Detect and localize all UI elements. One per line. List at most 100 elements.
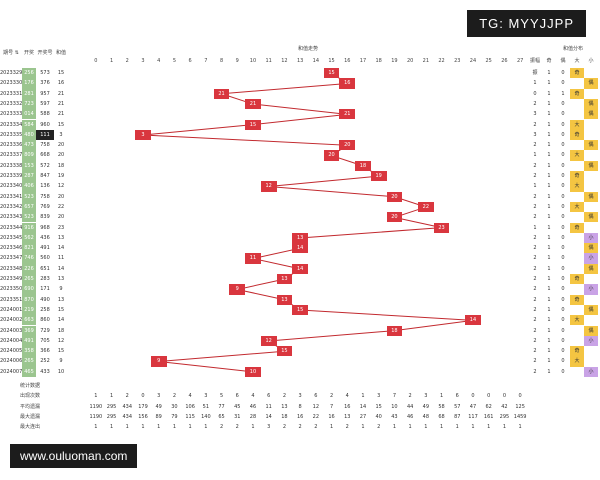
row-even-count: 0 — [561, 142, 565, 149]
row-test-number: 265 — [22, 274, 36, 285]
row-sum-value: 15 — [57, 306, 65, 313]
stats-value: 27 — [359, 413, 367, 420]
stats-value: 1 — [502, 424, 506, 431]
row-even-count: 0 — [561, 337, 565, 344]
stats-value: 2 — [172, 393, 176, 400]
stats-value: 22 — [312, 413, 320, 420]
row-amplitude: 3 — [533, 111, 537, 118]
header-trend: 和值走势 — [297, 46, 318, 52]
row-period: 2023346 — [0, 245, 22, 252]
website-watermark: www.ouluoman.com — [10, 444, 138, 468]
row-test-number: 562 — [22, 232, 36, 244]
row-amplitude: 2 — [533, 337, 537, 344]
header-period: 期号 ⇅ — [3, 50, 19, 56]
row-pattern-badge: 大 — [570, 181, 584, 192]
trend-column-number: 15 — [328, 58, 335, 64]
stats-value: 1 — [408, 424, 412, 431]
trend-hit-cell: 18 — [386, 325, 403, 336]
row-odd-count: 1 — [547, 131, 551, 138]
row-odd-count: 1 — [547, 90, 551, 97]
row-pattern-badge: 偶 — [584, 325, 598, 336]
trend-column-number: 24 — [469, 58, 477, 64]
trend-column-number: 19 — [391, 58, 398, 64]
row-draw-number: 252 — [40, 358, 50, 365]
row-period: 2023348 — [0, 265, 22, 272]
trend-hit-cell: 11 — [245, 253, 261, 264]
trend-column-number: 21 — [422, 58, 430, 64]
trend-hit-cell: 14 — [465, 315, 481, 326]
row-odd-count: 1 — [547, 255, 551, 262]
row-test-number: 256 — [22, 68, 36, 79]
trend-hit-cell: 9 — [150, 356, 167, 367]
row-even-count: 0 — [561, 348, 565, 355]
row-odd-count: 1 — [547, 162, 551, 169]
row-period: 2023329 — [0, 70, 22, 76]
row-draw-number: 366 — [40, 348, 50, 355]
trend-column-number: 25 — [485, 58, 492, 64]
row-sum-value: 14 — [57, 245, 65, 252]
stats-value: 57 — [454, 403, 461, 410]
row-period: 2023330 — [0, 80, 22, 87]
row-draw-number: 588 — [40, 111, 50, 118]
stats-value: 13 — [281, 403, 288, 410]
row-sum-value: 21 — [57, 90, 65, 97]
row-pattern-badge: 偶 — [584, 98, 598, 110]
row-pattern-badge: 小 — [584, 366, 598, 377]
stats-value: 6 — [267, 393, 271, 400]
row-pattern-badge: 奇 — [570, 294, 584, 305]
row-period: 2024005 — [0, 348, 22, 355]
stats-value: 6 — [455, 393, 459, 400]
row-even-count: 0 — [561, 152, 565, 159]
row-sum-value: 18 — [57, 327, 65, 334]
row-period: 2023337 — [0, 152, 22, 159]
row-pattern-badge: 奇 — [570, 88, 584, 99]
row-odd-count: 1 — [547, 286, 551, 293]
trend-hit-cell: 3 — [135, 129, 151, 141]
stats-value: 1 — [188, 424, 192, 431]
stats-value: 62 — [485, 403, 492, 410]
stats-value: 0 — [487, 393, 491, 400]
stats-value: 3 — [424, 393, 428, 400]
row-even-count: 0 — [561, 121, 565, 128]
row-amplitude: 2 — [533, 234, 537, 241]
row-amplitude: 3 — [533, 131, 537, 138]
stats-value: 16 — [296, 413, 304, 420]
row-draw-number: 560 — [40, 255, 50, 262]
row-odd-count: 1 — [547, 358, 551, 365]
stats-value: 3 — [267, 424, 271, 431]
stats-value: 45 — [234, 403, 241, 410]
stats-value: 47 — [469, 403, 477, 410]
stats-value: 115 — [185, 413, 195, 420]
row-pattern-badge: 偶 — [584, 212, 598, 223]
header-dist: 和值分布 — [562, 46, 583, 52]
stats-value: 1 — [141, 424, 145, 431]
stats-value: 179 — [138, 403, 148, 410]
stats-value: 1 — [94, 424, 98, 431]
row-period: 2023344 — [0, 224, 22, 231]
row-pattern-badge: 偶 — [584, 160, 598, 171]
trend-hit-cell: 20 — [386, 191, 403, 202]
stats-value: 295 — [499, 413, 510, 420]
row-amplitude: 0 — [533, 90, 537, 97]
row-amplitude: 2 — [533, 255, 537, 262]
stats-value: 18 — [281, 413, 288, 420]
stats-value: 161 — [483, 413, 494, 420]
row-draw-number: 729 — [40, 327, 50, 334]
trend-column-number: 8 — [219, 58, 224, 64]
row-pattern-badge: 奇 — [570, 346, 584, 357]
row-sum-value: 15 — [57, 348, 65, 355]
stats-label: 最大连出 — [19, 424, 40, 431]
stats-value: 1 — [439, 393, 444, 400]
row-pattern-badge: 偶 — [584, 191, 598, 202]
header-sum: 和值 — [55, 50, 66, 56]
trend-column-number: 17 — [359, 58, 367, 64]
stats-value: 48 — [422, 413, 430, 420]
stats-value: 77 — [218, 403, 225, 410]
row-sum-value: 13 — [57, 234, 65, 241]
row-sum-value: 11 — [57, 255, 65, 262]
stats-label: 统计数据 — [19, 383, 40, 389]
row-sum-value: 15 — [57, 70, 65, 76]
stats-value: 49 — [422, 403, 430, 410]
row-amplitude: 2 — [533, 203, 537, 210]
stats-value: 65 — [218, 413, 225, 420]
